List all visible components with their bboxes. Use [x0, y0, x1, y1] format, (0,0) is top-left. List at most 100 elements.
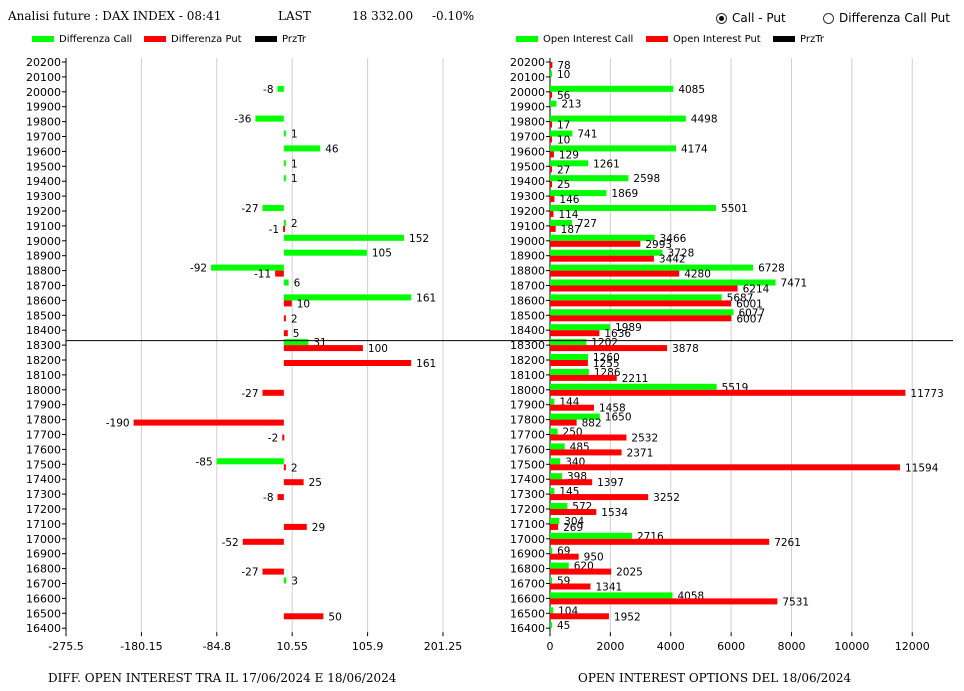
left-bar-call	[283, 279, 289, 286]
right-bar-call	[550, 279, 776, 286]
right-x-tick-label: 10000	[834, 640, 869, 653]
left-x-tick-label: -84.8	[203, 640, 231, 653]
right-data-label: 5687	[727, 292, 754, 304]
left-bar-put	[275, 270, 284, 277]
left-bar-call	[283, 160, 286, 167]
left-y-tick-label: 17900	[26, 399, 61, 412]
right-bar-call	[550, 309, 734, 316]
right-data-label: 950	[584, 552, 604, 564]
right-bar-call	[550, 70, 552, 77]
right-y-tick-label: 20200	[510, 56, 545, 69]
left-x-tick-label: 10.55	[276, 640, 308, 653]
right-data-label: 146	[559, 194, 579, 206]
left-y-tick-label: 17300	[26, 488, 61, 501]
radio-call-put-label: Call - Put	[732, 11, 786, 25]
right-y-tick-label: 16600	[510, 592, 545, 605]
right-y-tick-label: 17200	[510, 503, 545, 516]
right-data-label: 3252	[653, 492, 680, 504]
right-y-tick-label: 18400	[510, 324, 545, 337]
left-bar-call	[283, 219, 286, 226]
radio-differenza-call-put[interactable]: Differenza Call Put	[823, 10, 950, 26]
right-data-label: 269	[563, 522, 583, 534]
right-data-label: 3442	[659, 254, 686, 266]
right-bar-put	[550, 360, 588, 366]
legend-oi-put: Open Interest Put	[646, 33, 761, 45]
right-data-label: 4498	[691, 114, 718, 126]
right-data-label: 114	[558, 209, 578, 221]
radio-unselected-icon	[823, 12, 834, 24]
left-y-tick-label: 19500	[26, 160, 61, 173]
right-bar-put	[550, 613, 609, 620]
left-data-label: -2	[268, 433, 278, 445]
left-y-tick-label: 20200	[26, 56, 61, 69]
left-y-tick-label: 19200	[26, 205, 61, 218]
right-bar-call	[550, 160, 589, 167]
right-y-tick-label: 17100	[510, 518, 545, 531]
left-y-tick-label: 18000	[26, 384, 61, 397]
left-bar-call	[211, 264, 284, 271]
right-data-label: 6077	[738, 307, 765, 319]
right-data-label: 4280	[684, 269, 711, 281]
right-data-label: 78	[557, 60, 570, 72]
right-bar-call	[550, 175, 629, 182]
right-bar-call	[550, 100, 557, 107]
left-bar-put	[282, 434, 285, 441]
last-value: 18 332.00	[352, 9, 414, 23]
left-data-label: 152	[409, 233, 429, 245]
right-bar-call	[550, 264, 754, 271]
right-y-tick-label: 17000	[510, 533, 545, 546]
left-bar-put	[283, 345, 363, 352]
right-bar-call	[550, 473, 563, 480]
right-bar-put	[550, 181, 552, 188]
right-data-label: 17	[557, 120, 570, 132]
right-data-label: 1534	[601, 507, 628, 519]
right-data-label: 129	[559, 149, 579, 161]
left-bar-put	[283, 300, 292, 307]
right-data-label: 6214	[743, 284, 770, 296]
left-bar-call	[255, 115, 284, 122]
left-data-label: -8	[263, 492, 273, 504]
legend-swatch-put	[144, 36, 166, 42]
right-bar-call	[550, 562, 569, 569]
left-data-label: -27	[241, 567, 258, 579]
right-bar-call	[550, 234, 655, 241]
legend-differenza-call: Differenza Call	[32, 33, 132, 45]
left-bar-call	[277, 85, 284, 92]
right-bar-call	[550, 85, 674, 92]
right-data-label: 11594	[905, 462, 939, 474]
left-data-label: 10	[297, 298, 310, 310]
right-y-tick-label: 19800	[510, 116, 545, 129]
left-y-tick-label: 16600	[26, 592, 61, 605]
right-bar-put	[550, 449, 622, 456]
left-x-tick-label: -275.5	[48, 640, 83, 653]
legend-swatch-call	[32, 36, 54, 42]
right-bar-call	[550, 547, 553, 554]
right-data-label: 3728	[668, 248, 695, 260]
right-bar-put	[550, 211, 554, 217]
right-bar-call	[550, 607, 554, 614]
left-bar-call	[262, 205, 284, 211]
right-bar-put	[550, 285, 738, 292]
right-y-tick-label: 19300	[510, 190, 545, 203]
right-y-tick-label: 18200	[510, 354, 545, 367]
radio-call-put[interactable]: Call - Put	[716, 10, 786, 26]
legend-przTr-right: PrzTr	[773, 33, 824, 45]
right-bar-put	[550, 419, 577, 426]
right-data-label: 741	[577, 129, 597, 141]
right-data-label: 7261	[774, 537, 801, 549]
right-y-tick-label: 17400	[510, 473, 545, 486]
right-bar-call	[550, 339, 587, 346]
right-y-tick-label: 19500	[510, 160, 545, 173]
right-y-tick-label: 16500	[510, 607, 545, 620]
right-bar-put	[550, 330, 600, 337]
left-x-tick-label: -180.15	[120, 640, 162, 653]
right-data-label: 2025	[616, 567, 643, 579]
right-bar-call	[550, 368, 589, 375]
left-data-label: -11	[254, 269, 271, 281]
radio-differenza-label: Differenza Call Put	[839, 11, 950, 25]
left-y-tick-label: 17700	[26, 429, 61, 442]
left-y-tick-label: 18800	[26, 265, 61, 278]
right-bar-put	[550, 374, 617, 381]
right-bar-call	[550, 622, 552, 629]
left-data-label: -8	[263, 84, 273, 96]
